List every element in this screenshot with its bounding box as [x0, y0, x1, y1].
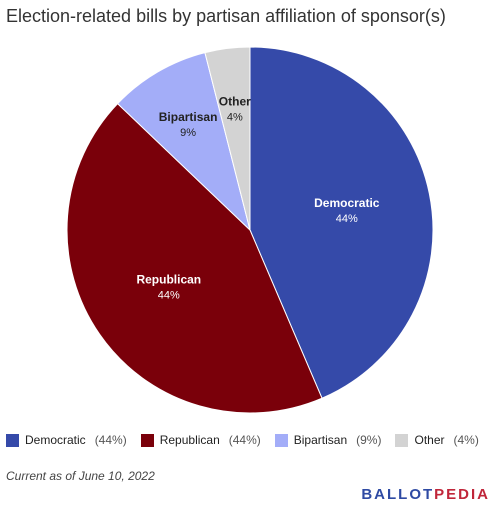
footnote: Current as of June 10, 2022: [6, 469, 155, 483]
legend-item-democratic: Democratic (44%): [6, 433, 127, 447]
legend-label-bipartisan: Bipartisan: [293, 433, 348, 447]
slice-value-democratic: 44%: [336, 213, 358, 225]
slice-label-republican: Republican: [136, 272, 201, 286]
pie-slice-other[interactable]: [204, 46, 251, 231]
legend-item-other: Other (4%): [395, 433, 479, 447]
legend-swatch-democratic: [6, 433, 19, 447]
legend-swatch-republican: [140, 433, 154, 447]
legend-percent-bipartisan: (9%): [356, 433, 382, 447]
chart-title: Election-related bills by partisan affil…: [6, 6, 446, 26]
slice-label-other: Other: [219, 94, 251, 108]
slice-value-bipartisan: 9%: [180, 127, 196, 139]
pie-slice-bipartisan[interactable]: [116, 52, 251, 232]
legend-swatch-bipartisan: [274, 433, 288, 447]
legend: Democratic (44%) Republican (44%) Bipartis…: [6, 433, 479, 447]
slice-value-republican: 44%: [158, 289, 180, 301]
legend-swatch-other: [395, 433, 409, 447]
logo-part-ballot: BALLOT: [361, 486, 435, 503]
slice-value-other: 4%: [227, 111, 243, 123]
legend-label-other: Other: [414, 433, 445, 447]
ballotpedia-logo[interactable]: BALLOTPEDIA: [361, 486, 490, 503]
legend-percent-republican: (44%): [228, 433, 261, 447]
slice-label-democratic: Democratic: [314, 196, 380, 210]
legend-item-republican: Republican (44%): [140, 433, 261, 447]
legend-item-bipartisan: Bipartisan (9%): [274, 433, 382, 447]
pie-slice-republican[interactable]: [66, 102, 323, 414]
legend-label-republican: Republican: [159, 433, 220, 447]
legend-percent-other: (4%): [453, 433, 479, 447]
slice-label-bipartisan: Bipartisan: [159, 110, 218, 124]
legend-label-democratic: Democratic: [25, 433, 86, 447]
legend-percent-democratic: (44%): [94, 433, 127, 447]
pie-slice-democratic[interactable]: [249, 46, 434, 399]
logo-part-pedia: PEDIA: [434, 486, 490, 503]
